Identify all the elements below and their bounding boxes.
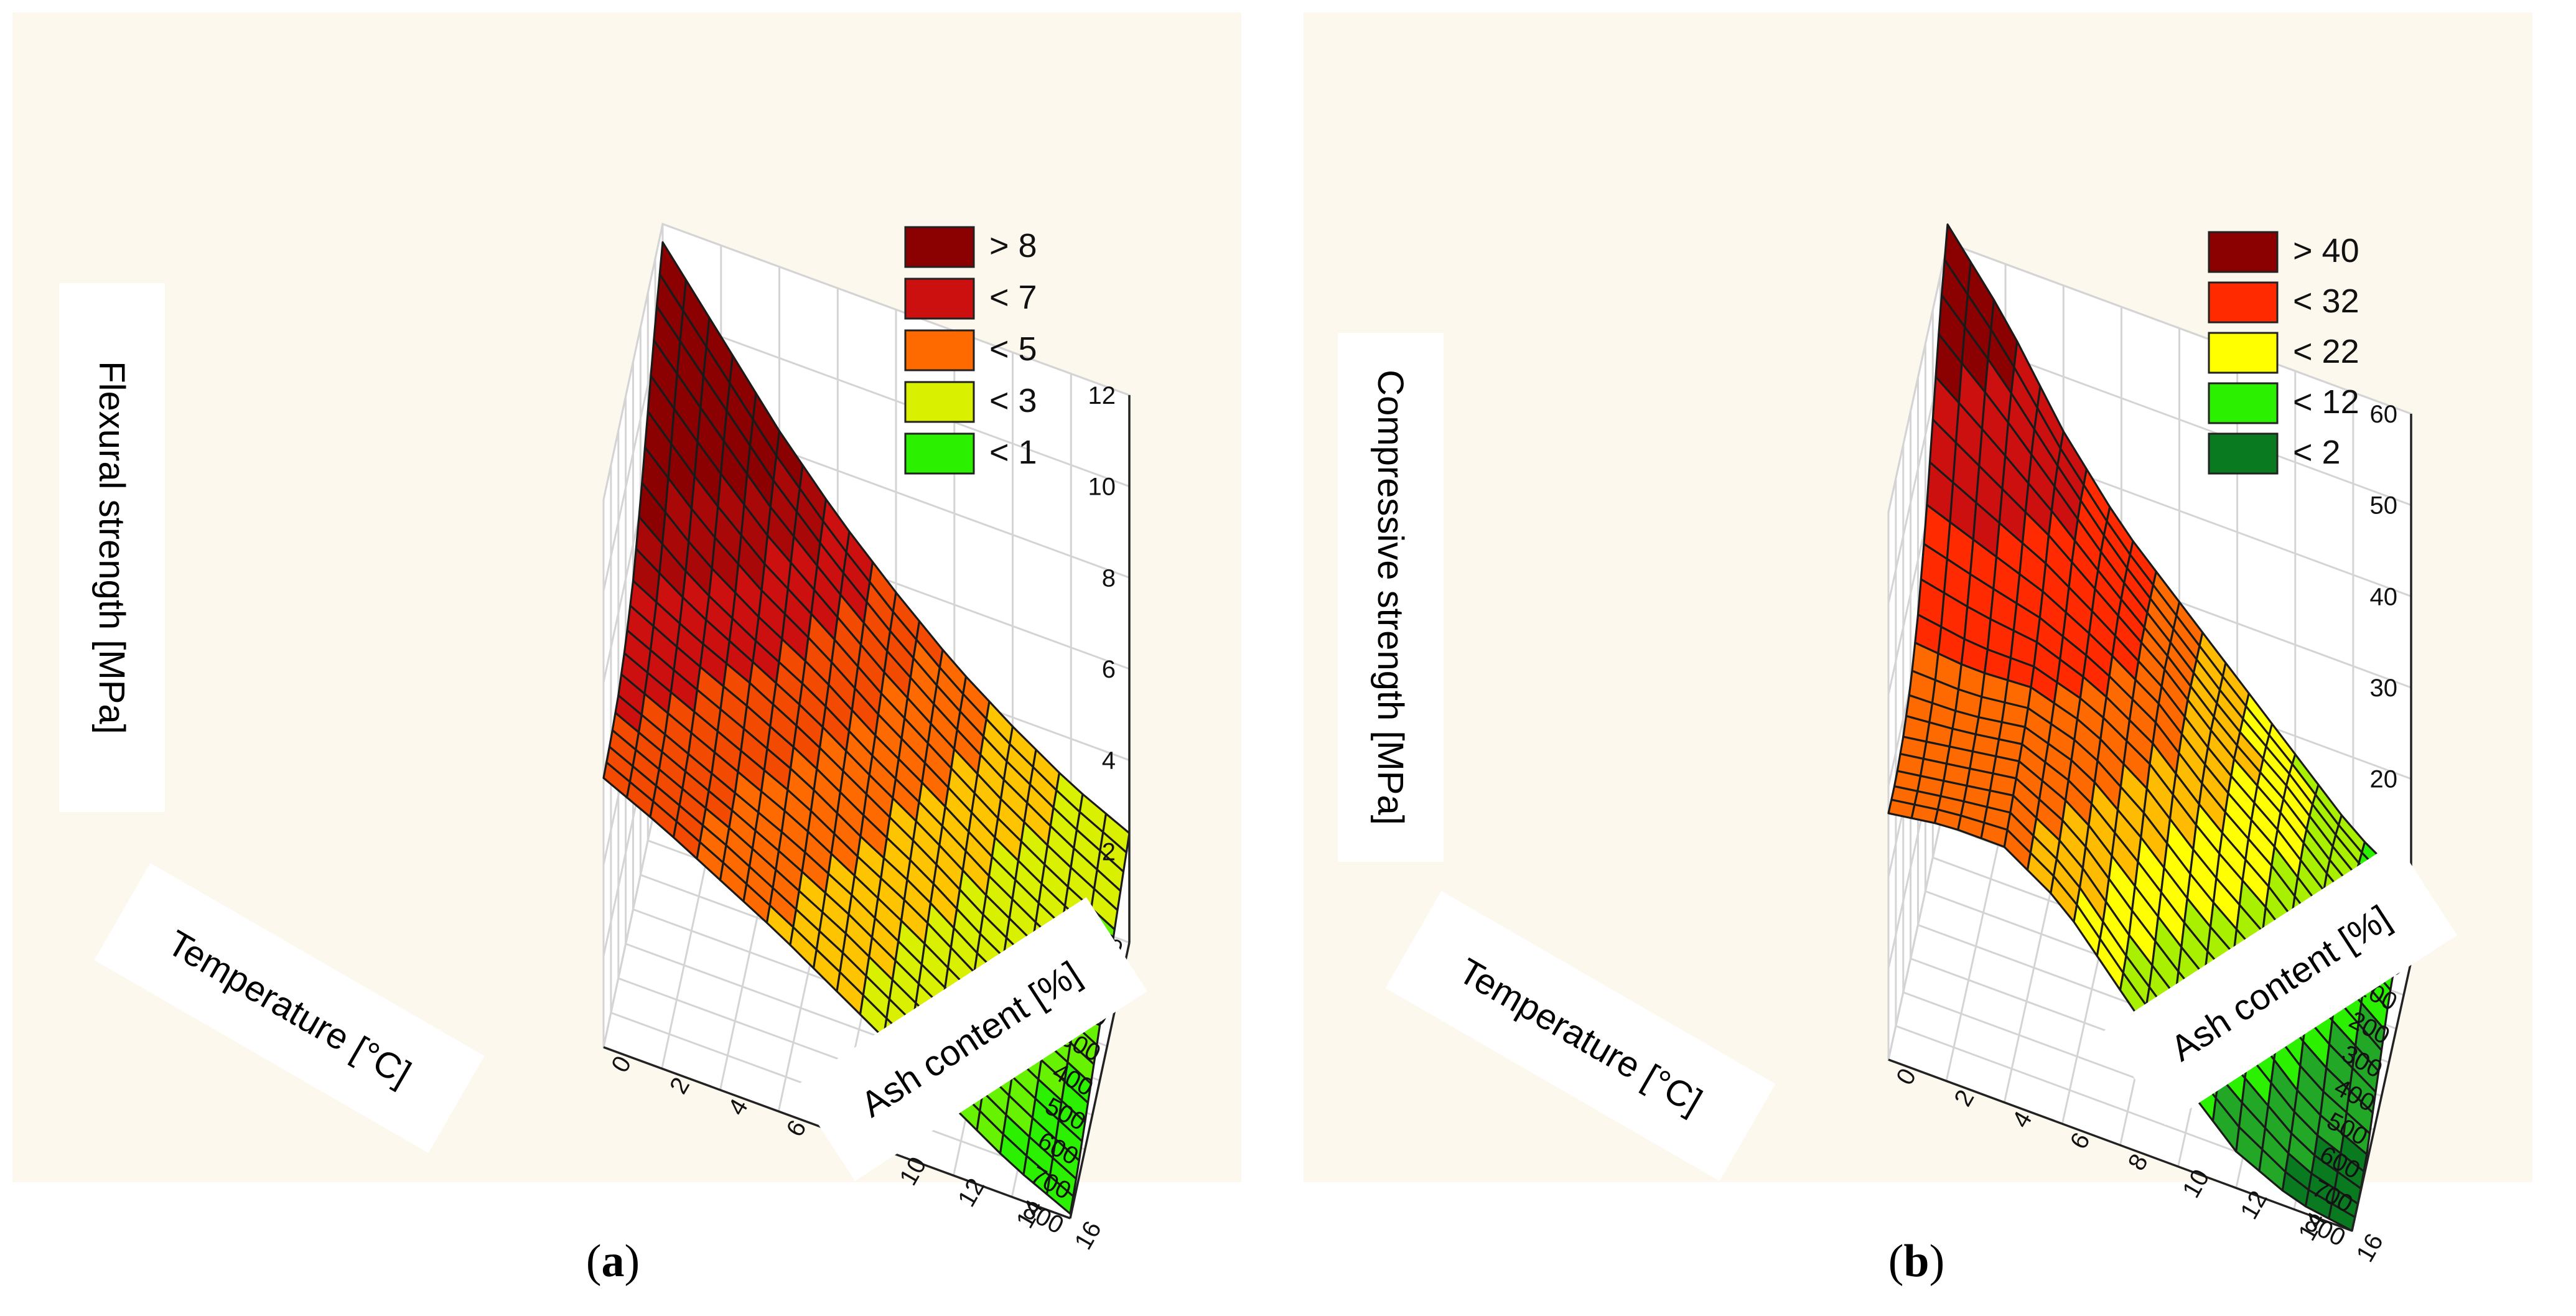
y-axis-title-box (794, 897, 1147, 1181)
legend-swatch (904, 278, 975, 320)
caption-a: (a) (586, 1236, 640, 1287)
legend-label: < 2 (2293, 434, 2341, 471)
panel-a: 0246810120100200300400500600700800024681… (12, 12, 1241, 1254)
legend-label: > 40 (2293, 232, 2359, 269)
z-tick-label: 60 (2370, 401, 2398, 428)
z-tick-label: 2 (1102, 838, 1116, 866)
z-axis-title: Flexural strength [MPa] (59, 283, 165, 812)
y-axis-line (1888, 1058, 2353, 1232)
z-axis-title-box (1338, 333, 1444, 862)
z-tick-label: 6 (1102, 656, 1116, 683)
legend-label: < 7 (989, 279, 1037, 316)
legend-swatch (2208, 432, 2279, 475)
legend-swatch (904, 432, 975, 475)
y-axis-title-box (2104, 841, 2457, 1125)
gridline (1945, 811, 2007, 1081)
legend-label: > 8 (989, 227, 1037, 264)
legend-swatch (904, 329, 975, 371)
y-tick-label: 16 (1070, 1216, 1107, 1254)
legend-label: < 3 (989, 382, 1037, 419)
legend-swatch (2208, 281, 2279, 324)
legend-label: < 12 (2293, 383, 2359, 421)
legend-swatch (904, 226, 975, 268)
y-tick-label: 16 (2351, 1229, 2389, 1267)
z-tick-label: 4 (1102, 747, 1116, 775)
z-axis-title-text: Flexural strength [MPa] (91, 361, 132, 734)
z-tick-label: 8 (1102, 564, 1116, 592)
z-axis-title-text: Compressive strength [MPa] (1370, 370, 1411, 825)
caption-b: (b) (1888, 1236, 1945, 1287)
z-tick-label: 30 (2370, 674, 2398, 702)
legend-label: < 22 (2293, 333, 2359, 370)
z-tick-label: 12 (1088, 382, 1116, 409)
legend-label: < 5 (989, 330, 1037, 368)
z-tick-label: 10 (1088, 474, 1116, 501)
legend-swatch (2208, 382, 2279, 424)
z-tick-label: 20 (2370, 766, 2398, 793)
legend-swatch (2208, 231, 2279, 273)
legend-label: < 1 (989, 434, 1037, 471)
legend-label: < 32 (2293, 282, 2359, 320)
x-axis-title-box (1385, 891, 1776, 1181)
z-axis-title: Compressive strength [MPa] (1338, 333, 1444, 862)
legend-swatch (2208, 332, 2279, 374)
panel-b: 0102030405060010020030040050060070080002… (1304, 12, 2532, 1267)
z-tick-label: 50 (2370, 492, 2398, 520)
x-axis-title-box (94, 863, 485, 1153)
z-tick-label: 40 (2370, 583, 2398, 610)
legend-swatch (904, 381, 975, 423)
legend: > 8 < 7 < 5 < 3 < 1 (904, 226, 1037, 475)
legend: > 40 < 32 < 22 < 12 < 2 (2208, 231, 2359, 475)
z-axis-title-box (59, 283, 165, 812)
x-axis-line (2351, 961, 2412, 1231)
